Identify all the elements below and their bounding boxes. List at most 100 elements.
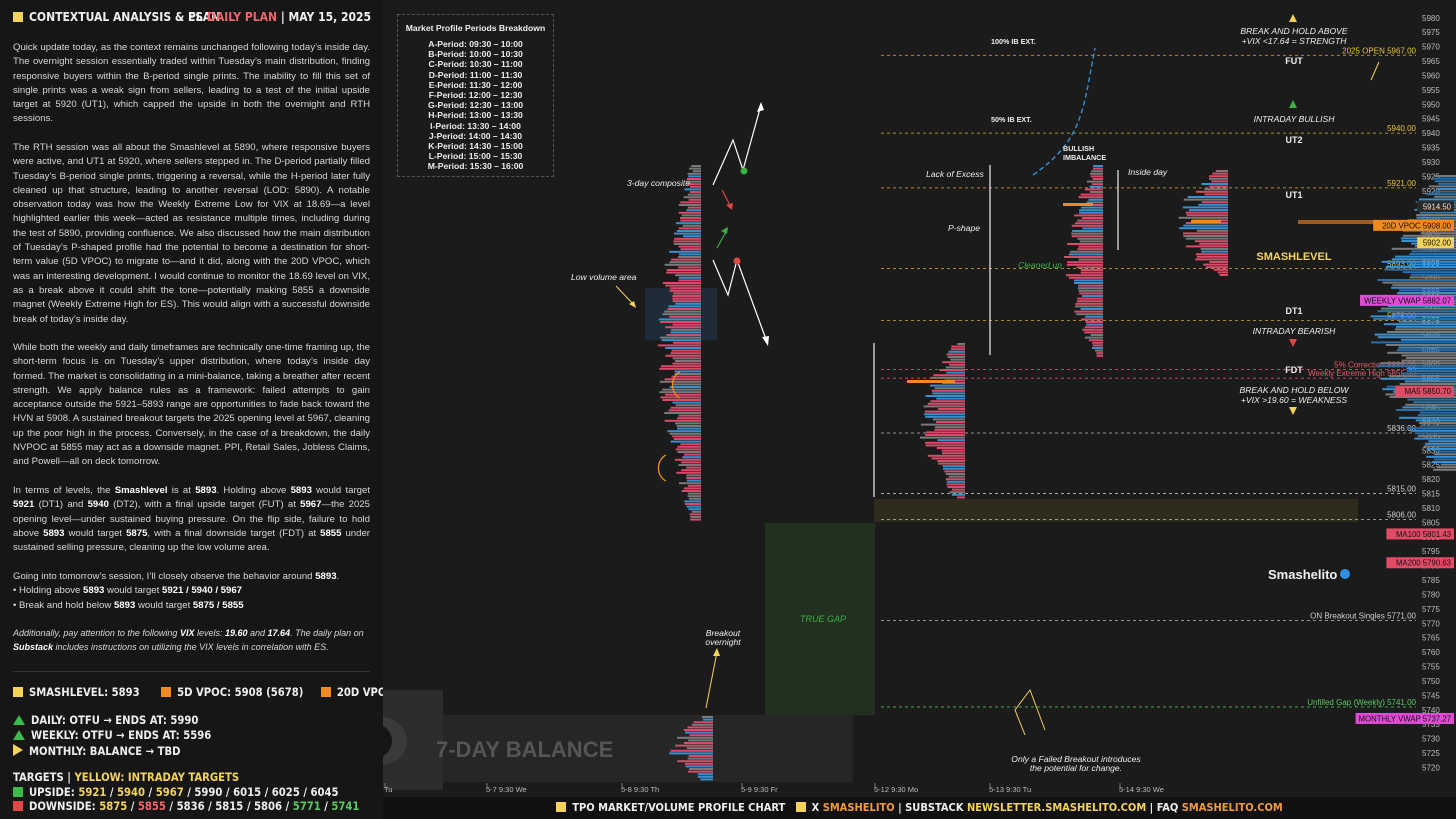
profile-bar (678, 211, 701, 214)
profile-bar (1382, 281, 1456, 284)
profile-bar (673, 243, 701, 245)
profile-bar (1091, 347, 1103, 349)
fdt-label: FDT (1285, 365, 1303, 375)
profile-bar (1406, 427, 1456, 430)
three-day-composite: 3-day composite (627, 178, 690, 188)
profile-bar (1071, 224, 1103, 227)
divider (13, 671, 370, 672)
profile-bar (1432, 461, 1456, 463)
profile-bar (957, 343, 965, 345)
profile-bar (701, 716, 713, 718)
profile-bar (690, 518, 701, 521)
profile-bar (683, 453, 701, 456)
profile-bar (1077, 219, 1103, 222)
price-tag (1373, 219, 1454, 231)
profile-bar (1436, 466, 1456, 469)
profile-bar (683, 196, 701, 199)
profile-bar (693, 721, 713, 724)
profile-bar (1194, 240, 1228, 243)
profile-bar (1219, 274, 1228, 276)
profile-bar (1079, 292, 1103, 295)
profile-bar (942, 452, 965, 455)
profile-bar (689, 167, 701, 170)
profile-bar (1080, 269, 1103, 271)
profile-bar (1092, 344, 1103, 347)
failed-1: Only a Failed Breakout introduces (1011, 754, 1141, 764)
period-row: G-Period: 12:30 – 13:00 (427, 100, 524, 111)
profile-bar (1205, 266, 1228, 269)
profile-bar (1407, 398, 1456, 401)
profile-bar (1182, 206, 1228, 209)
stat-daily: DAILY: OTFU → ENDS AT: 5990 (13, 714, 198, 727)
y-tick-label: 5975 (1422, 28, 1440, 37)
profile-bar (1078, 289, 1103, 292)
period-row: I-Period: 13:30 – 14:00 (430, 120, 521, 131)
profile-bar (676, 471, 701, 474)
analysis-panel: CONTEXTUAL ANALYSIS & PLAN ES DAILY PLAN… (0, 0, 470, 819)
profile-bar (943, 467, 965, 470)
profile-bar (950, 348, 965, 351)
profile-bar (700, 778, 713, 781)
y-tick-label: 5745 (1422, 691, 1440, 700)
profile-bar (1090, 334, 1103, 336)
x-tick-label: 5-9 9:30 Fr (741, 785, 778, 794)
panel-title: CONTEXTUAL ANALYSIS & PLAN (29, 10, 221, 24)
profile-bar (1081, 206, 1103, 209)
profile-bar (1182, 232, 1228, 235)
profile-bar (926, 431, 965, 434)
profile-bar (924, 410, 965, 413)
paragraph-levels: In terms of levels, the Smashlevel is at… (13, 485, 371, 554)
y-tick-label: 5920 (1422, 187, 1440, 196)
profile-bar (683, 487, 701, 490)
profile-bar (1440, 463, 1456, 466)
profile-bar (683, 235, 701, 238)
breakout-2: overnight (705, 637, 741, 647)
profile-bar (670, 287, 701, 290)
profile-bar (947, 486, 965, 488)
substack-link[interactable]: NEWSLETTER.SMASHELITO.COM (966, 801, 1147, 814)
profile-bar (1374, 333, 1456, 336)
profile-bar (662, 399, 701, 401)
profile-bar (1065, 274, 1103, 277)
profile-bar (1386, 331, 1456, 333)
x-link[interactable]: SMASHELITO (822, 801, 895, 814)
profile-bar (1413, 401, 1456, 404)
yellow-square-icon (795, 802, 806, 812)
y-tick-label: 5810 (1422, 504, 1440, 513)
y-tick-label: 5765 (1422, 634, 1440, 643)
x-tick-label: Tu (384, 785, 392, 794)
profile-bar (1200, 248, 1228, 250)
profile-bar (1203, 263, 1228, 266)
profile-bar (689, 497, 701, 500)
profile-bar (671, 375, 701, 378)
y-tick-label: 5785 (1422, 576, 1440, 585)
profile-bar (660, 321, 701, 323)
bullish-1: BULLISH (1063, 144, 1094, 153)
profile-bar (1084, 326, 1103, 329)
profile-bar (686, 474, 701, 477)
orange-square-icon (161, 687, 172, 697)
profile-bar (1072, 230, 1103, 232)
profile-bar (1416, 214, 1456, 216)
paragraph-1: Quick update today, as the context remai… (13, 42, 370, 125)
profile-bar (1096, 352, 1103, 355)
profile-bar (674, 370, 701, 373)
profile-bar (1371, 341, 1456, 344)
profile-bar (932, 392, 965, 395)
yellow-square-icon (13, 687, 23, 697)
profile-bar (1380, 377, 1456, 380)
faq-link[interactable]: SMASHELITO.COM (1181, 801, 1283, 814)
level-label: 5940.00 (1387, 124, 1416, 133)
profile-bar (1384, 268, 1456, 271)
price-tag (1395, 385, 1454, 397)
profile-bar (1084, 336, 1103, 339)
profile-bar (1196, 229, 1228, 232)
profile-bar (686, 466, 701, 469)
y-tick-label: 5940 (1422, 129, 1440, 138)
profile-bar (1208, 185, 1228, 188)
profile-bar (1402, 234, 1456, 237)
profile-bar (1081, 295, 1103, 297)
profile-bar (1185, 211, 1228, 214)
profile-bar (1086, 323, 1103, 326)
profile-bar (661, 339, 701, 342)
